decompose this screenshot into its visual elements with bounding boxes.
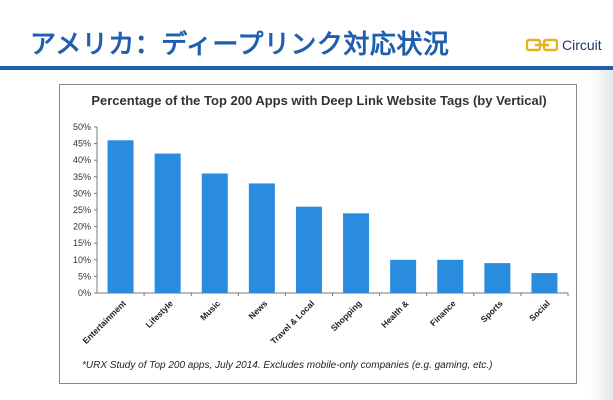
chain-link-icon xyxy=(526,38,558,52)
page-edge-shadow xyxy=(590,70,613,400)
bar xyxy=(343,213,370,293)
chart-bars xyxy=(107,140,558,293)
x-tick-label: Shopping xyxy=(329,298,364,333)
slide-title: アメリカ：ディープリンク対応状況 xyxy=(30,30,450,60)
bar xyxy=(437,259,464,293)
y-tick-label: 5% xyxy=(78,271,91,281)
bar xyxy=(154,153,181,293)
header-rule xyxy=(0,66,613,70)
bar xyxy=(531,273,558,293)
x-tick-label: Sports xyxy=(479,298,505,324)
x-tick-label: Health & xyxy=(379,298,410,329)
bar-chart: Percentage of the Top 200 Apps with Deep… xyxy=(73,93,569,371)
chart-frame: Percentage of the Top 200 Apps with Deep… xyxy=(59,84,577,384)
x-tick-label: Travel & Local xyxy=(269,298,317,346)
y-tick-label: 30% xyxy=(73,188,91,198)
y-tick-label: 10% xyxy=(73,255,91,265)
x-tick-label: News xyxy=(246,298,269,321)
y-tick-label: 50% xyxy=(73,122,91,132)
x-tick-label: Finance xyxy=(428,298,458,328)
chart-title: Percentage of the Top 200 Apps with Deep… xyxy=(91,93,546,108)
slide-header: アメリカ：ディープリンク対応状況 Circuit xyxy=(0,0,613,70)
brand-logo: Circuit xyxy=(526,36,602,54)
bar xyxy=(484,263,511,293)
brand-name: Circuit xyxy=(562,37,602,53)
bar xyxy=(107,140,134,293)
bar xyxy=(295,206,322,293)
chart-category-labels: Entertainment Lifestyle Music News Travel & … xyxy=(80,298,551,346)
y-tick-label: 40% xyxy=(73,155,91,165)
chart-footnote: *URX Study of Top 200 apps, July 2014. E… xyxy=(82,360,492,371)
y-tick-label: 0% xyxy=(78,288,91,298)
y-tick-label: 45% xyxy=(73,139,91,149)
y-tick-label: 25% xyxy=(73,205,91,215)
y-tick-label: 20% xyxy=(73,222,91,232)
x-tick-label: Social xyxy=(527,298,552,323)
x-tick-label: Music xyxy=(198,298,222,322)
x-tick-label: Entertainment xyxy=(80,298,128,346)
y-tick-label: 15% xyxy=(73,238,91,248)
x-tick-label: Lifestyle xyxy=(144,298,176,330)
bar xyxy=(201,173,228,293)
bar xyxy=(390,259,417,293)
bar xyxy=(248,183,275,293)
y-tick-label: 35% xyxy=(73,172,91,182)
